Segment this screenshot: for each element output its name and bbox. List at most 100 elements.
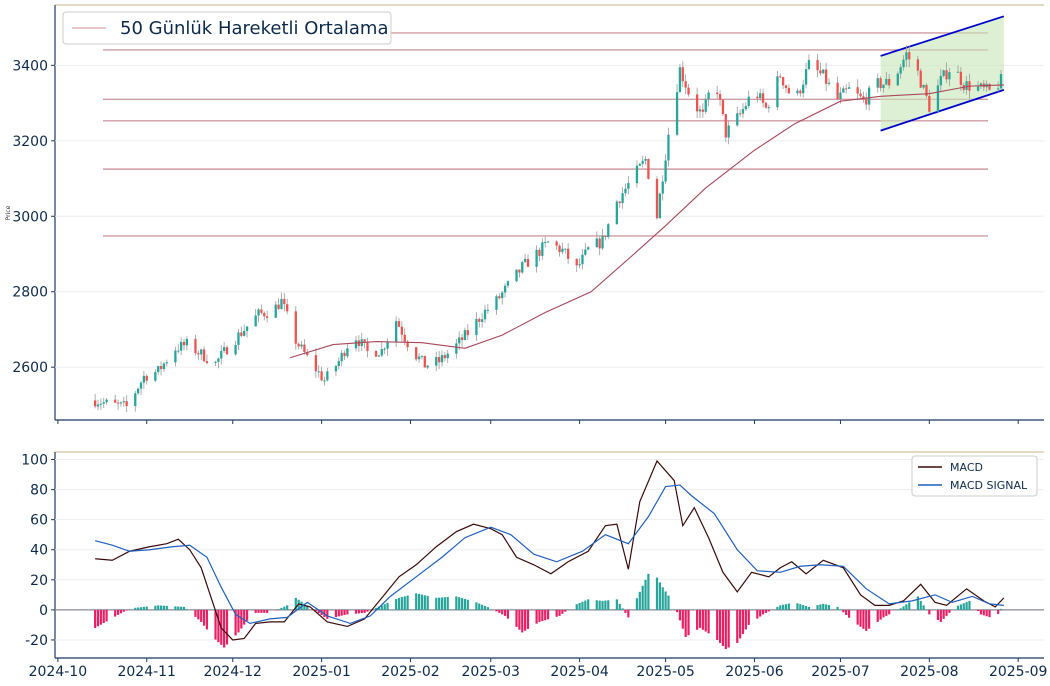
candle-body: [179, 341, 183, 351]
macd-histogram-bar: [925, 609, 928, 611]
candle-body: [400, 326, 404, 335]
candle-body: [217, 358, 220, 362]
candle-body: [741, 109, 745, 114]
macd-histogram-bar: [739, 609, 742, 639]
candle-body: [948, 72, 951, 80]
candle-body: [521, 261, 524, 273]
macd-histogram-bar: [383, 604, 386, 610]
macd-histogram-bar: [587, 599, 590, 610]
candle-body: [337, 361, 340, 367]
macd-histogram-bar: [888, 609, 891, 615]
candle-body: [283, 298, 286, 305]
candle-body: [804, 69, 808, 85]
macd-histogram-bar: [908, 602, 911, 610]
macd-histogram-bar: [816, 605, 819, 610]
macd-y-tick-label: 100: [21, 453, 48, 469]
candle-body: [245, 326, 249, 331]
macd-histogram-bar: [277, 609, 280, 610]
candle-body: [535, 249, 538, 267]
macd-histogram-bar: [782, 604, 785, 610]
macd-histogram-bar: [518, 609, 521, 630]
candle-body: [888, 78, 891, 86]
macd-histogram-bar: [962, 603, 965, 610]
candle-body: [478, 318, 481, 322]
candle-body: [575, 258, 578, 266]
candle-body: [635, 165, 639, 184]
macd-histogram-bar: [99, 609, 102, 625]
macd-histogram-bar: [438, 597, 441, 610]
macd-histogram-bar: [360, 609, 363, 614]
macd-x-tick-label: 2024-11: [117, 664, 176, 680]
macd-histogram-bar: [503, 609, 507, 616]
candle-body: [908, 52, 911, 60]
candle-body: [463, 330, 467, 341]
candle-body: [495, 296, 498, 310]
candle-body: [114, 399, 117, 403]
candle-body: [518, 269, 521, 273]
macd-histogram-bar: [114, 609, 117, 617]
macd-histogram-bar: [475, 602, 478, 610]
candle-body: [423, 355, 426, 368]
candle-body: [859, 93, 862, 97]
macd-x-tick-label: 2025-08: [900, 664, 959, 680]
macd-histogram-bar: [641, 585, 644, 610]
macd-histogram-bar: [415, 593, 418, 610]
macd-histogram-bar: [618, 603, 621, 610]
candle-body: [340, 352, 343, 362]
candle-body: [965, 81, 968, 90]
candle-body: [466, 330, 469, 336]
candle-body: [406, 341, 409, 348]
candle-body: [718, 94, 722, 100]
candle-body: [286, 304, 289, 312]
candle-body: [661, 181, 664, 194]
macd-histogram-bar: [658, 582, 661, 610]
macd-histogram-bar: [876, 609, 879, 622]
candle-body: [162, 363, 166, 370]
candle-body: [498, 296, 501, 299]
candle-body: [799, 90, 802, 94]
macd-histogram-bar: [363, 609, 366, 613]
candle-body: [839, 92, 842, 99]
macd-x-tick-label: 2025-01: [292, 664, 351, 680]
candle-body: [142, 375, 146, 383]
candle-body: [297, 343, 300, 347]
macd-histogram-bar: [366, 609, 369, 612]
candle-body: [157, 366, 160, 373]
macd-histogram-bar: [202, 609, 206, 626]
candle-body: [999, 74, 1003, 89]
candle-body: [721, 99, 725, 115]
candle-body: [317, 371, 320, 373]
macd-histogram-bar: [374, 607, 378, 610]
candle-body: [300, 344, 303, 347]
candle-body: [116, 402, 120, 404]
candle-body: [796, 90, 799, 94]
candle-body: [93, 400, 97, 407]
candle-body: [214, 361, 217, 364]
macd-histogram-bar: [644, 579, 647, 610]
macd-histogram-bar: [839, 609, 842, 611]
macd-histogram-bar: [862, 609, 865, 629]
candle-body: [678, 67, 682, 93]
candle-body: [976, 86, 980, 91]
candle-body: [446, 353, 449, 359]
candle-body: [234, 344, 237, 355]
macd-histogram-bar: [458, 597, 461, 610]
candle-body: [440, 355, 444, 363]
candle-body: [767, 107, 770, 109]
macd-x-tick-label: 2025-04: [550, 664, 609, 680]
candle-body: [417, 356, 421, 360]
candle-body: [394, 321, 398, 342]
macd-histogram-bar: [819, 604, 822, 610]
candle-body: [380, 349, 383, 356]
candle-body: [486, 309, 490, 311]
candle-body: [159, 366, 163, 370]
macd-histogram-bar: [868, 609, 871, 629]
candle-body: [374, 350, 378, 357]
macd-histogram-bar: [174, 606, 177, 610]
price-channel-upper-line: [880, 15, 1005, 57]
candle-body: [202, 349, 206, 362]
candle-body: [675, 92, 679, 135]
macd-histogram-bar: [678, 609, 682, 621]
candle-body: [122, 401, 125, 403]
